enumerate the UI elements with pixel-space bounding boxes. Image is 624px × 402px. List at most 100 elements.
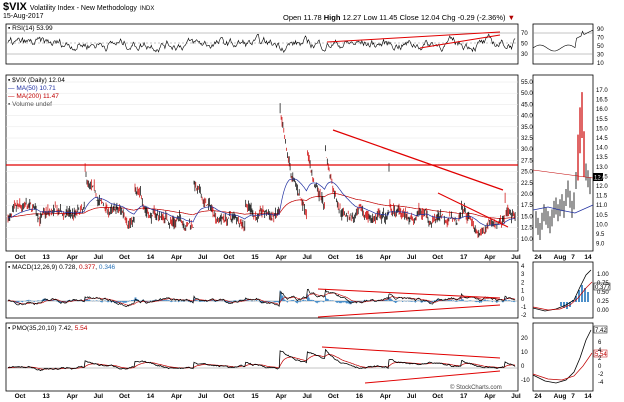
time-tick: 13: [42, 254, 50, 261]
pmo-tick: -10: [521, 378, 530, 384]
price-zoom-tick: 14.0: [596, 146, 608, 152]
time-tick: Apr: [171, 254, 183, 261]
price-tick: 32.5: [521, 136, 533, 142]
price-tick: 27.5: [521, 158, 533, 164]
price-tick: 10.0: [521, 237, 533, 243]
price-tick: 55.0: [521, 80, 533, 86]
pmo-zoom-line: [532, 329, 592, 384]
low-label: Low: [363, 13, 378, 22]
rsi-gridlines: [6, 32, 593, 55]
time-tick-bottom: 17: [460, 393, 468, 400]
ohlc-readout: Open 11.78 High 12.27 Low 11.45 Close 12…: [283, 14, 515, 22]
macd-axis-ticks: 4 3 2 1 0 -1 -2: [521, 264, 527, 319]
pmo-signal-label: 5.54: [595, 352, 607, 358]
pmo-zoom-tick: 4: [598, 348, 602, 354]
price-tick: 12.5: [521, 226, 533, 232]
price-zoom-tick: 10.0: [596, 222, 608, 228]
rsi-tick: 30: [521, 52, 528, 58]
pmo-zoom-tick: -2: [598, 372, 604, 378]
time-tick-bottom: Jul: [302, 393, 312, 400]
time-tick-bottom: 13: [42, 393, 50, 400]
watermark: © StockCharts.com: [450, 384, 502, 391]
price-tick: 17.5: [521, 203, 533, 209]
time-tick: Oct: [15, 254, 27, 261]
pmo-zoom-tick: 0: [598, 364, 602, 370]
time-tick-bottom: Apr: [484, 393, 496, 400]
pmo-label-text: PMO(35,20,10): [12, 325, 57, 332]
time-tick: Jul: [302, 254, 312, 261]
time-tick: Jul: [407, 254, 417, 261]
macd-hist-value: 0.346: [98, 264, 116, 271]
ma50-legend: — MA(50) 10.71: [8, 85, 56, 92]
macd-trendline-lower: [317, 304, 501, 318]
rsi-axis-ticks: 70 50 30: [521, 31, 528, 58]
pmo-trendline-upper: [321, 346, 501, 359]
pmo-value-box: [593, 325, 608, 334]
price-zoom-tick: 12.5: [596, 174, 608, 180]
time-tick: Apr: [380, 254, 392, 261]
price-tick: 30.0: [521, 147, 533, 153]
chart-title: $VIX Volatility Index - New Methodology …: [3, 2, 154, 13]
low-value: 11.45: [379, 13, 398, 22]
open-label: Open: [283, 13, 302, 22]
last-price-box: [593, 173, 603, 181]
time-tick-bottom: 16: [356, 393, 364, 400]
zoom-time-tick-bottom: 14: [584, 393, 592, 400]
pmo-zoom-frame: [532, 322, 594, 392]
zoom-time-tick: 14: [584, 254, 592, 261]
pmo-zoom-axis-ticks: 6 4 2 0 -2 -4: [598, 340, 604, 386]
macd-zoom-frame: [532, 261, 594, 319]
price-zoom-tick: 15.0: [596, 126, 608, 132]
time-tick-bottom: Jul: [198, 393, 208, 400]
rsi-zoom-tick: 90: [597, 27, 604, 33]
macd-zoom-tick: 0.50: [597, 290, 609, 296]
macd-zoom-line: [532, 269, 592, 312]
price-tick: 22.5: [521, 181, 533, 187]
pmo-tick: 20: [521, 336, 528, 342]
pmo-signal-box: [593, 349, 608, 358]
price-axis-ticks: 55.0 50.0 45.0 40.0 35.0 32.5 30.0 27.5 25.0 22.5…: [521, 80, 533, 243]
macd-tick: 1: [521, 289, 525, 295]
volume-legend-text: Volume undef: [12, 101, 52, 108]
rsi-zoom-tick: 70: [597, 36, 604, 42]
macd-tick: 0: [521, 297, 525, 303]
macd-value-label: 0.377: [595, 285, 611, 291]
time-tick-bottom: Apr: [171, 393, 183, 400]
time-tick-bottom: Jul: [407, 393, 417, 400]
pmo-frame: [5, 322, 519, 392]
macd-tick: 2: [521, 280, 525, 286]
time-tick: Oct: [223, 254, 235, 261]
time-tick: 17: [460, 254, 468, 261]
macd-zoom-axis-ticks: 1.00 0.75 0.50 0.25 0.00: [597, 272, 609, 314]
macd-label: ▪ MACD(12,26,9) 0.728, 0.377, 0.346: [8, 264, 116, 271]
high-value: 12.27: [342, 13, 362, 22]
time-tick-bottom: Oct: [223, 393, 235, 400]
pmo-tick: 0: [521, 364, 525, 370]
close-value: 12.04: [420, 13, 440, 22]
time-tick-bottom: Oct: [328, 393, 340, 400]
time-tick-bottom: Apr: [380, 393, 392, 400]
last-price-label: 12.04: [594, 176, 610, 182]
time-tick-bottom: Oct: [432, 393, 444, 400]
macd-zoom-signal: [532, 281, 593, 311]
symbol: $VIX: [3, 1, 27, 13]
open-value: 11.78: [303, 13, 322, 22]
price-gridlines: [6, 81, 518, 240]
index-name: Volatility Index - New Methodology: [29, 5, 137, 12]
price-zoom-tick: 12.0: [596, 184, 608, 190]
price-tick: 25.0: [521, 170, 533, 176]
zoom-time-axis: 24 Aug 7 14 24 Aug 7 14: [534, 254, 592, 400]
ma50-legend-text: MA(50) 10.71: [16, 85, 56, 92]
price-trendline-down: [332, 129, 504, 191]
rsi-tick: 70: [521, 31, 528, 37]
time-tick-bottom: Jul: [94, 393, 104, 400]
time-tick-bottom: Jul: [511, 393, 521, 400]
rsi-zoom-axis-ticks: 90 70 50 30 10: [597, 27, 604, 67]
time-tick: Jul: [94, 254, 104, 261]
price-zoom-tick: 13.0: [596, 165, 608, 171]
macd-tick: -2: [521, 313, 527, 319]
macd-tick: 4: [521, 264, 525, 270]
time-tick: 15: [251, 254, 259, 261]
price-zoom-tick: 9.0: [596, 242, 605, 248]
price-zoom-tick: 11.0: [596, 203, 608, 209]
